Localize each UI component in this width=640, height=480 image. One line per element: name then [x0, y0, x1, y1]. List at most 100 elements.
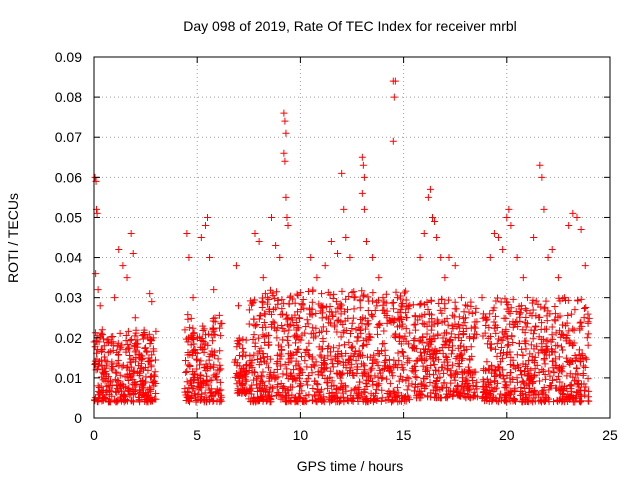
data-point	[494, 353, 501, 360]
data-point	[328, 309, 335, 316]
data-point	[542, 298, 549, 305]
data-point	[532, 323, 539, 330]
data-point	[239, 336, 246, 343]
data-point	[251, 230, 258, 237]
data-point	[378, 387, 385, 394]
data-point	[361, 206, 368, 213]
data-point	[124, 274, 131, 281]
data-point	[487, 254, 494, 261]
data-point	[441, 305, 448, 312]
data-point	[148, 298, 155, 305]
data-point	[298, 353, 305, 360]
data-point	[246, 321, 253, 328]
data-point	[530, 234, 537, 241]
data-point	[397, 292, 404, 299]
x-tick-labels: 0 5 10 15 20 25	[90, 427, 618, 443]
data-point	[391, 94, 398, 101]
data-point	[338, 170, 345, 177]
data-point	[261, 319, 268, 326]
data-point	[356, 379, 363, 386]
data-point	[564, 312, 571, 319]
data-point	[417, 254, 424, 261]
data-point	[514, 351, 521, 358]
data-point	[318, 290, 325, 297]
data-point	[542, 360, 549, 367]
data-point	[505, 206, 512, 213]
data-point	[252, 322, 259, 329]
data-point	[197, 357, 204, 364]
data-point	[488, 362, 495, 369]
data-point	[342, 234, 349, 241]
data-point	[206, 254, 213, 261]
data-point	[354, 338, 361, 345]
data-point	[95, 286, 102, 293]
data-point	[517, 309, 524, 316]
data-point	[334, 250, 341, 257]
data-point	[581, 387, 588, 394]
data-point	[381, 340, 388, 347]
data-point	[581, 314, 588, 321]
data-point	[410, 344, 417, 351]
data-point	[351, 305, 358, 312]
data-point	[578, 296, 585, 303]
data-point	[256, 238, 263, 245]
data-point	[419, 320, 426, 327]
data-point	[428, 298, 435, 305]
data-point	[311, 362, 318, 369]
data-point	[233, 262, 240, 269]
data-point	[347, 330, 354, 337]
data-point	[448, 330, 455, 337]
data-point	[243, 337, 250, 344]
data-point	[451, 313, 458, 320]
data-point	[368, 312, 375, 319]
data-point	[545, 254, 552, 261]
data-point	[304, 381, 311, 388]
data-point	[428, 327, 435, 334]
data-point	[431, 361, 438, 368]
data-point	[235, 302, 242, 309]
data-point	[494, 295, 501, 302]
data-point	[286, 323, 293, 330]
data-point	[461, 308, 468, 315]
data-point	[303, 363, 310, 370]
data-point	[140, 331, 147, 338]
data-point	[278, 296, 285, 303]
data-point	[301, 357, 308, 364]
data-point	[394, 294, 401, 301]
data-point	[276, 254, 283, 261]
data-point	[510, 296, 517, 303]
data-point	[558, 343, 565, 350]
data-point	[309, 385, 316, 392]
data-point	[193, 356, 200, 363]
data-point	[365, 320, 372, 327]
data-point	[403, 325, 410, 332]
data-point	[504, 342, 511, 349]
data-point	[316, 352, 323, 359]
data-point	[282, 361, 289, 368]
data-point	[555, 274, 562, 281]
data-point	[483, 358, 490, 365]
data-point	[390, 299, 397, 306]
data-point	[569, 326, 576, 333]
data-point	[183, 230, 190, 237]
data-point	[419, 339, 426, 346]
data-point	[350, 288, 357, 295]
data-point	[319, 309, 326, 316]
data-point	[401, 289, 408, 296]
data-point	[297, 382, 304, 389]
data-point	[309, 324, 316, 331]
data-point	[491, 373, 498, 380]
data-point	[585, 330, 592, 337]
data-point	[427, 379, 434, 386]
data-point	[519, 352, 526, 359]
data-point	[185, 254, 192, 261]
data-point	[437, 307, 444, 314]
data-point	[280, 150, 287, 157]
data-point	[369, 254, 376, 261]
data-point	[413, 358, 420, 365]
data-point	[206, 357, 213, 364]
data-point	[260, 274, 267, 281]
data-point	[432, 367, 439, 374]
data-point	[278, 347, 285, 354]
data-point	[487, 344, 494, 351]
